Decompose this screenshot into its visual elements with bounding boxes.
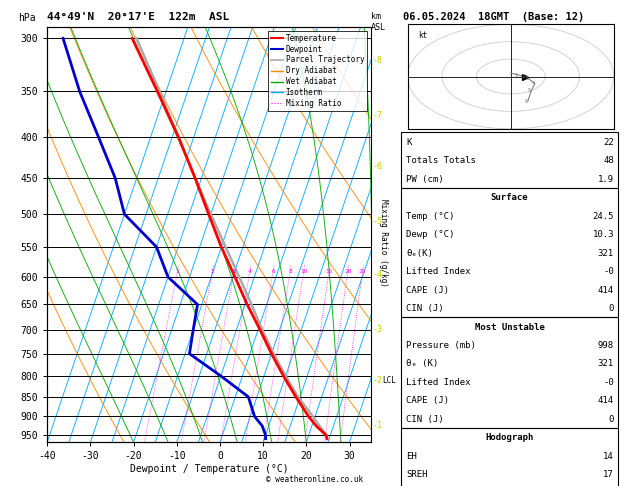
- Text: -3: -3: [373, 326, 383, 334]
- Text: Mixing Ratio (g/kg): Mixing Ratio (g/kg): [379, 199, 388, 287]
- Text: Most Unstable: Most Unstable: [474, 323, 545, 331]
- Text: 15: 15: [325, 269, 333, 274]
- Text: -6: -6: [373, 162, 383, 171]
- Text: Lifted Index: Lifted Index: [406, 267, 471, 276]
- Text: EH: EH: [406, 452, 417, 461]
- Text: © weatheronline.co.uk: © weatheronline.co.uk: [266, 474, 363, 484]
- Text: 0: 0: [608, 415, 614, 424]
- Text: 4: 4: [532, 81, 535, 86]
- Text: -0: -0: [603, 378, 614, 387]
- Text: -1: -1: [373, 421, 383, 431]
- Text: 1: 1: [175, 269, 179, 274]
- Text: 06.05.2024  18GMT  (Base: 12): 06.05.2024 18GMT (Base: 12): [403, 12, 584, 22]
- Text: K: K: [406, 138, 412, 147]
- Text: 22: 22: [603, 138, 614, 147]
- Text: LCL: LCL: [382, 376, 396, 385]
- Text: 998: 998: [598, 341, 614, 350]
- Text: 10: 10: [300, 269, 308, 274]
- Text: 4: 4: [248, 269, 252, 274]
- Text: Lifted Index: Lifted Index: [406, 378, 471, 387]
- Text: Temp (°C): Temp (°C): [406, 212, 455, 221]
- Text: 6: 6: [271, 269, 275, 274]
- Text: -8: -8: [373, 56, 383, 65]
- Text: -7: -7: [373, 111, 383, 120]
- Text: θₑ (K): θₑ (K): [406, 360, 438, 368]
- Text: 1.9: 1.9: [598, 175, 614, 184]
- Text: Totals Totals: Totals Totals: [406, 156, 476, 165]
- Text: 14: 14: [603, 452, 614, 461]
- Text: Surface: Surface: [491, 193, 528, 202]
- Text: 1: 1: [514, 72, 518, 78]
- Text: -0: -0: [603, 267, 614, 276]
- Text: CAPE (J): CAPE (J): [406, 286, 449, 295]
- Text: km
ASL: km ASL: [371, 12, 386, 32]
- Text: PW (cm): PW (cm): [406, 175, 444, 184]
- Text: 48: 48: [603, 156, 614, 165]
- Text: 414: 414: [598, 286, 614, 295]
- Text: 17: 17: [603, 470, 614, 479]
- Text: kt: kt: [418, 31, 427, 40]
- Text: θₑ(K): θₑ(K): [406, 249, 433, 258]
- Text: 3: 3: [525, 76, 528, 81]
- Text: 8: 8: [288, 269, 292, 274]
- Text: 3: 3: [232, 269, 236, 274]
- Text: 414: 414: [598, 397, 614, 405]
- Text: CIN (J): CIN (J): [406, 304, 444, 313]
- Text: Pressure (mb): Pressure (mb): [406, 341, 476, 350]
- Text: -4: -4: [373, 270, 383, 278]
- Text: SREH: SREH: [406, 470, 428, 479]
- Legend: Temperature, Dewpoint, Parcel Trajectory, Dry Adiabat, Wet Adiabat, Isotherm, Mi: Temperature, Dewpoint, Parcel Trajectory…: [268, 31, 367, 111]
- Text: 5: 5: [528, 88, 532, 93]
- Text: 6: 6: [525, 99, 528, 104]
- Text: CIN (J): CIN (J): [406, 415, 444, 424]
- Text: 44°49'N  20°17'E  122m  ASL: 44°49'N 20°17'E 122m ASL: [47, 12, 230, 22]
- Text: 2: 2: [521, 74, 525, 79]
- Text: 321: 321: [598, 249, 614, 258]
- Text: 2: 2: [211, 269, 214, 274]
- Text: 0: 0: [608, 304, 614, 313]
- Text: hPa: hPa: [18, 13, 36, 22]
- Text: 321: 321: [598, 360, 614, 368]
- Text: -2: -2: [373, 376, 383, 385]
- Text: Hodograph: Hodograph: [486, 434, 533, 442]
- Text: Dewp (°C): Dewp (°C): [406, 230, 455, 239]
- Text: 10.3: 10.3: [593, 230, 614, 239]
- Text: 24.5: 24.5: [593, 212, 614, 221]
- Text: CAPE (J): CAPE (J): [406, 397, 449, 405]
- Text: -5: -5: [373, 216, 383, 226]
- Text: 25: 25: [359, 269, 366, 274]
- Text: 20: 20: [344, 269, 352, 274]
- X-axis label: Dewpoint / Temperature (°C): Dewpoint / Temperature (°C): [130, 464, 289, 474]
